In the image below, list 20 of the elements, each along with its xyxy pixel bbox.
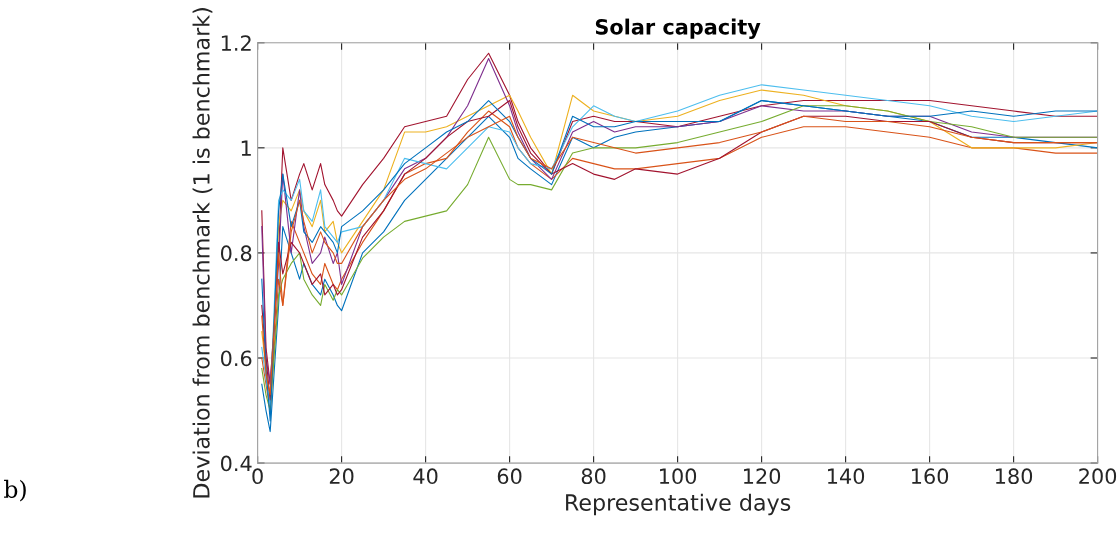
y-tick-label: 0.6	[220, 350, 252, 367]
x-tick-label: 200	[1079, 468, 1117, 485]
y-tick-label: 1	[241, 140, 251, 156]
x-tick-label: 0	[252, 468, 263, 485]
x-tick-label: 160	[912, 468, 949, 485]
y-axis-title: Deviation from benchmark (1 is benchmark)	[192, 8, 213, 498]
x-tick-label: 20	[329, 468, 354, 485]
x-tick-label: 100	[660, 468, 697, 485]
chart-title: Solar capacity	[595, 18, 761, 39]
x-tick-label: 40	[413, 468, 438, 485]
x-axis-title: Representative days	[566, 493, 791, 516]
y-tick-label: 0.4	[220, 455, 252, 472]
text: b)	[4, 479, 26, 502]
y-tick-label: 0.8	[220, 245, 252, 262]
x-tick-label: 140	[828, 468, 865, 485]
x-tick-label: 120	[744, 468, 781, 485]
x-tick-label: 80	[581, 468, 606, 485]
x-tick-label: 60	[497, 468, 522, 485]
x-tick-label: 180	[996, 468, 1033, 485]
y-tick-label: 1.2	[221, 35, 251, 51]
